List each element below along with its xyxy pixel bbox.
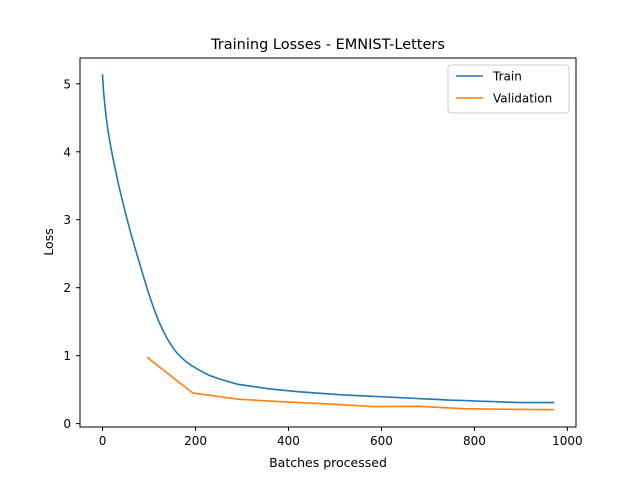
chart-title: Training Losses - EMNIST-Letters [210, 37, 445, 53]
legend-label-train: Train [492, 70, 522, 84]
legend-label-validation: Validation [493, 92, 552, 106]
x-axis-ticks: 0 200 400 600 800 1000 [99, 427, 583, 448]
series-line-train [101, 74, 555, 404]
x-tick-label: 600 [370, 434, 393, 448]
x-tick-label: 0 [99, 434, 107, 448]
x-tick-label: 200 [184, 434, 207, 448]
series-lines [101, 74, 555, 411]
plot-frame [79, 57, 577, 428]
y-axis-label: Loss [41, 228, 56, 255]
y-tick-label: 3 [63, 213, 71, 227]
y-tick-label: 4 [63, 145, 71, 159]
x-tick-label: 800 [463, 434, 486, 448]
x-tick-label: 1000 [552, 434, 583, 448]
y-tick-label: 2 [63, 281, 71, 295]
legend: Train Validation [447, 64, 570, 114]
y-axis-ticks: 0 1 2 3 4 5 [63, 77, 80, 431]
x-axis-label: Batches processed [269, 455, 387, 470]
y-tick-label: 1 [63, 349, 71, 363]
y-tick-label: 0 [63, 417, 71, 431]
legend-box [447, 64, 570, 114]
x-tick-label: 400 [277, 434, 300, 448]
series-line-validation [146, 356, 555, 411]
y-tick-label: 5 [63, 77, 71, 91]
